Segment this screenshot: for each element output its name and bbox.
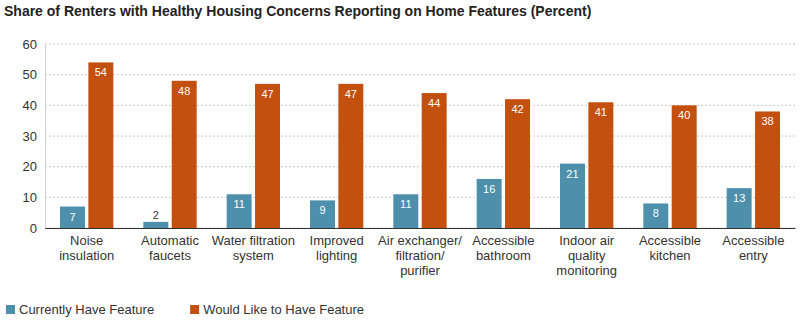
- data-label: 48: [178, 85, 190, 97]
- data-label: 13: [733, 192, 745, 204]
- bars: [60, 62, 780, 228]
- data-label: 42: [511, 103, 523, 115]
- x-tick: Accessiblekitchen: [639, 228, 701, 263]
- x-tick: Automaticfaucets: [141, 228, 199, 263]
- x-axis-line: [46, 228, 796, 229]
- bar: [310, 200, 335, 228]
- y-tick: 60: [23, 37, 45, 52]
- y-tick-label: 0: [30, 221, 37, 236]
- data-label: 47: [345, 88, 357, 100]
- data-label: 40: [678, 109, 690, 121]
- bar: [672, 105, 697, 228]
- y-tick: 30: [23, 129, 45, 144]
- legend-label: Currently Have Feature: [19, 302, 154, 317]
- data-label: 38: [761, 115, 773, 127]
- plot: 0 10 20 30 40 50 60 7 2 11 9 11 16 21 8 13 54 48 47 47 44 42 4…: [23, 37, 796, 278]
- data-label: 7: [69, 211, 75, 223]
- x-tick: Accessibleentry: [722, 228, 784, 263]
- y-tick-label: 10: [23, 190, 37, 205]
- x-tick-label: Accessibleentry: [722, 233, 784, 263]
- data-label: 2: [153, 209, 159, 221]
- x-axis: Noiseinsulation Automaticfaucets Water fil…: [46, 228, 796, 278]
- x-tick: Water filtrationsystem: [212, 228, 295, 263]
- x-tick-label: Accessiblekitchen: [639, 233, 701, 263]
- y-tick-label: 50: [23, 67, 37, 82]
- chart-title: Share of Renters with Healthy Housing Co…: [4, 3, 591, 19]
- y-axis-line: [45, 45, 46, 229]
- bar-series: [60, 164, 752, 228]
- bar: [727, 188, 752, 228]
- x-tick-label: Improvedlighting: [310, 233, 364, 263]
- bar: [338, 84, 363, 228]
- x-tick: Accessiblebathroom: [472, 228, 534, 263]
- x-tick-label: Air exchanger/filtration/purifier: [378, 233, 462, 278]
- bar: [143, 222, 168, 228]
- bar: [60, 207, 85, 228]
- x-tick-label: Indoor airqualitymonitoring: [556, 233, 617, 278]
- bar: [588, 102, 613, 228]
- y-tick-label: 20: [23, 159, 37, 174]
- x-tick-label: Automaticfaucets: [141, 233, 199, 263]
- x-tick: Noiseinsulation: [59, 228, 114, 263]
- y-tick: 20: [23, 159, 45, 174]
- data-label: 44: [428, 97, 440, 109]
- data-label: 11: [400, 198, 411, 210]
- bar: [643, 203, 668, 228]
- bar: [393, 194, 418, 228]
- bar: [88, 62, 113, 228]
- grid-line: [45, 74, 795, 75]
- bar: [755, 111, 780, 228]
- y-tick: 40: [23, 98, 45, 113]
- y-tick-label: 30: [23, 129, 37, 144]
- data-labels: 7 2 11 9 11 16 21 8 13 54 48 47 47 44 42 41 40 38: [69, 66, 773, 222]
- data-label: 8: [653, 207, 659, 219]
- y-tick: 10: [23, 190, 45, 205]
- legend-swatch: [6, 305, 15, 314]
- data-label: 54: [95, 66, 107, 78]
- data-label: 41: [595, 106, 607, 118]
- legend-swatch: [190, 305, 199, 314]
- x-tick: Air exchanger/filtration/purifier: [378, 228, 462, 278]
- data-label: 11: [233, 198, 244, 210]
- data-label: 9: [319, 204, 325, 216]
- y-tick-label: 40: [23, 98, 37, 113]
- bar: [560, 164, 585, 228]
- bar: [505, 99, 530, 228]
- bar: [477, 179, 502, 228]
- x-tick: Improvedlighting: [310, 228, 364, 263]
- bar: [172, 81, 197, 228]
- bar: [422, 93, 447, 228]
- y-tick: 0: [30, 221, 45, 236]
- bar: [227, 194, 252, 228]
- x-tick: Indoor airqualitymonitoring: [556, 228, 617, 278]
- data-label: 16: [483, 183, 495, 195]
- legend-item: Currently Have Feature: [6, 302, 154, 317]
- legend: Currently Have Feature Would Like to Have…: [6, 302, 364, 317]
- grid-line: [45, 44, 795, 45]
- legend-label: Would Like to Have Feature: [203, 302, 364, 317]
- data-label: 47: [261, 88, 273, 100]
- x-tick-label: Noiseinsulation: [59, 233, 114, 263]
- bar: [255, 84, 280, 228]
- x-tick-label: Accessiblebathroom: [472, 233, 534, 263]
- legend-item: Would Like to Have Feature: [190, 302, 364, 317]
- y-axis: 0 10 20 30 40 50 60: [23, 37, 46, 236]
- bar-series: [88, 62, 780, 228]
- x-tick-label: Water filtrationsystem: [212, 233, 295, 263]
- data-label: 21: [566, 168, 578, 180]
- y-tick: 50: [23, 67, 45, 82]
- y-tick-label: 60: [23, 37, 37, 52]
- grid: [45, 44, 795, 228]
